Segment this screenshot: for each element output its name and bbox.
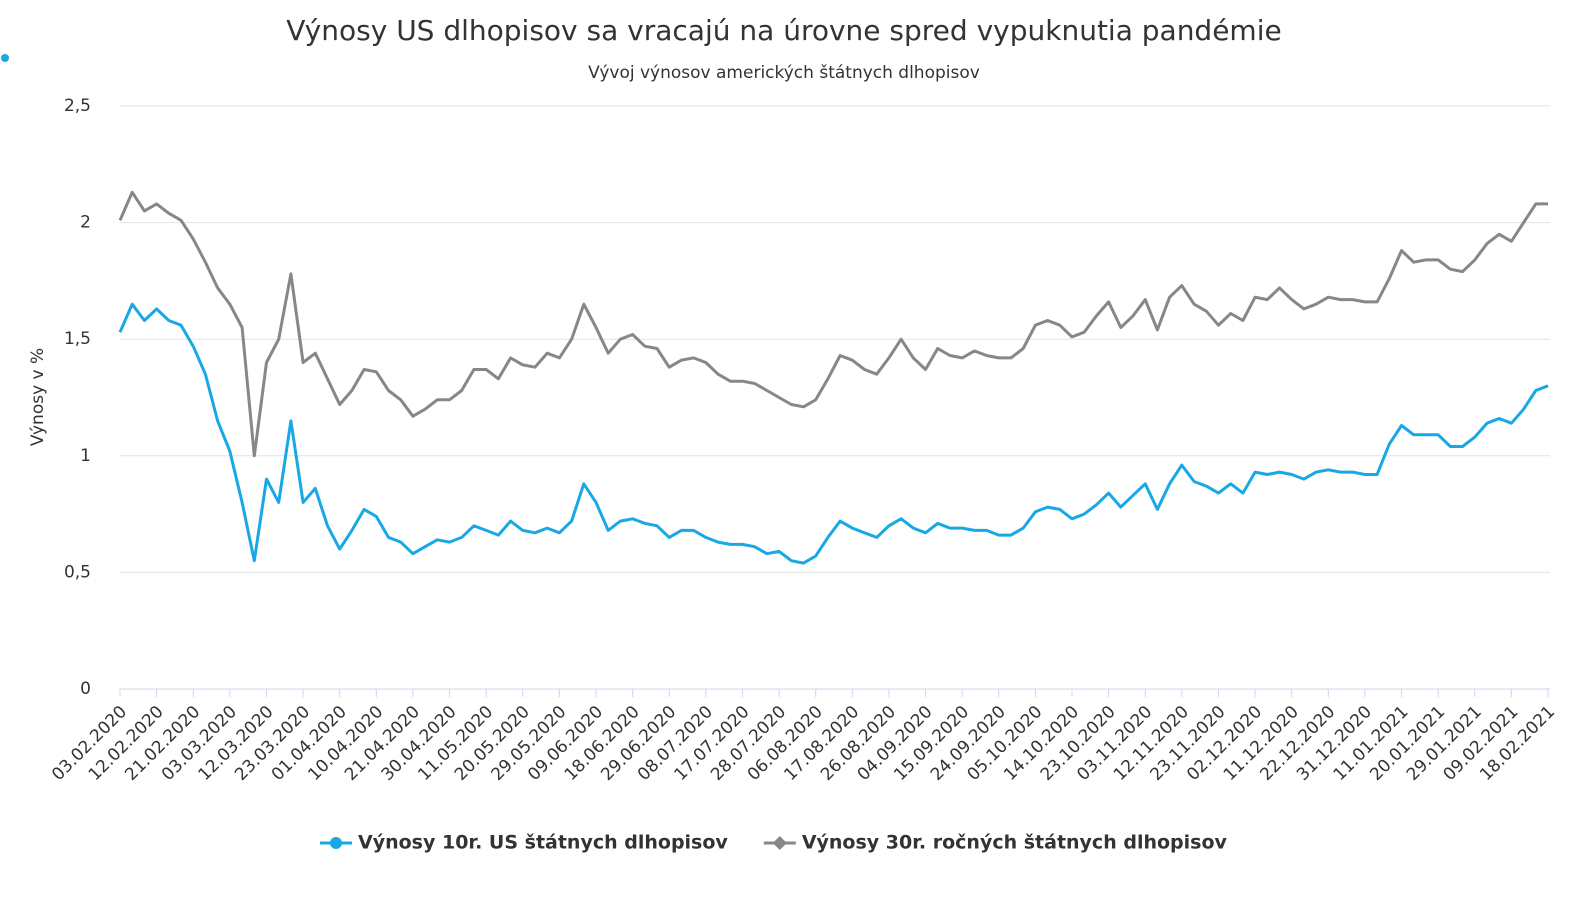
legend-label: Výnosy 10r. US štátnych dlhopisov [358, 832, 728, 854]
y-tick-label: 1 [80, 446, 91, 466]
series-line [118, 190, 1548, 458]
legend-label: Výnosy 30r. ročných štátnych dlhopisov [802, 832, 1228, 854]
y-tick-label: 2 [80, 213, 91, 233]
series-line [118, 302, 1549, 565]
decoration-dot [1, 54, 9, 62]
y-tick-label: 2,5 [64, 96, 91, 116]
legend-marker [772, 836, 787, 850]
y-tick-label: 1,5 [64, 329, 91, 349]
chart-subtitle: Vývoj výnosov amerických štátnych dlhopi… [588, 63, 980, 83]
y-tick-label: 0,5 [64, 562, 91, 582]
y-axis-label: Výnosy v % [28, 348, 48, 446]
y-tick-label: 0 [80, 679, 91, 699]
legend-marker [330, 837, 342, 849]
chart-title: Výnosy US dlhopisov sa vracajú na úrovne… [286, 14, 1281, 47]
